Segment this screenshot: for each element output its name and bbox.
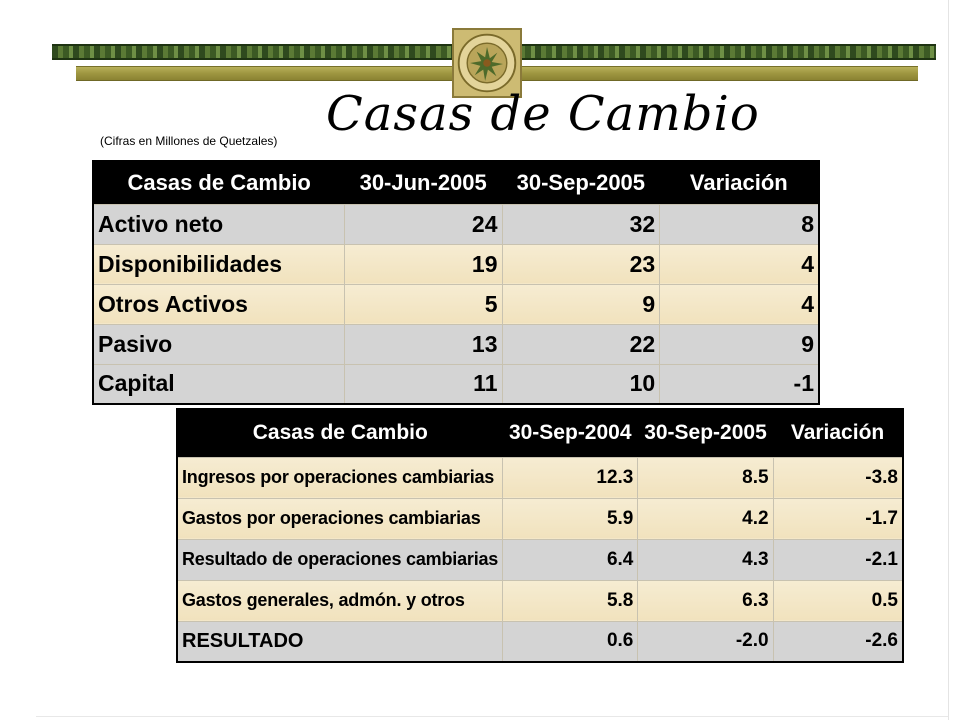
row-label: Ingresos por operaciones cambiarias xyxy=(176,456,504,499)
row-label: Capital xyxy=(92,363,345,405)
cell-value: 32 xyxy=(501,203,661,245)
table-row: Ingresos por operaciones cambiarias 12.3… xyxy=(176,456,904,499)
cell-value: 4 xyxy=(659,243,820,285)
row-label: RESULTADO xyxy=(176,620,504,663)
row-label: Gastos por operaciones cambiarias xyxy=(176,497,504,540)
slide-bottom-divider xyxy=(36,716,948,717)
column-header: Variación xyxy=(773,409,903,457)
cell-value: 13 xyxy=(343,323,503,365)
column-header: 30-Sep-2004 xyxy=(502,409,638,457)
results-table: Casas de Cambio 30-Sep-2004 30-Sep-2005 … xyxy=(176,408,904,663)
cell-value: 11 xyxy=(343,363,503,405)
column-header: 30-Sep-2005 xyxy=(637,409,774,457)
column-header: Variación xyxy=(659,161,819,204)
cell-value: -2.1 xyxy=(772,538,904,581)
cell-value: 0.5 xyxy=(772,579,904,622)
cell-value: 5.8 xyxy=(502,579,639,622)
table-row: RESULTADO 0.6 -2.0 -2.6 xyxy=(176,620,904,663)
cell-value: 8 xyxy=(659,203,820,245)
table-row: Gastos generales, admón. y otros 5.8 6.3… xyxy=(176,579,904,622)
cell-value: -1.7 xyxy=(772,497,904,540)
cell-value: 12.3 xyxy=(502,456,639,499)
row-label: Resultado de operaciones cambiarias xyxy=(176,538,504,581)
table-row: Activo neto 24 32 8 xyxy=(92,203,820,245)
column-header: Casas de Cambio xyxy=(177,409,503,457)
table-row: Capital 11 10 -1 xyxy=(92,363,820,405)
cell-value: 4.2 xyxy=(637,497,774,540)
cell-value: -1 xyxy=(659,363,820,405)
row-label: Otros Activos xyxy=(92,283,345,325)
bank-seal-icon xyxy=(452,28,522,98)
cell-value: 5 xyxy=(343,283,503,325)
row-label: Pasivo xyxy=(92,323,345,365)
column-header: 30-Jun-2005 xyxy=(344,161,502,204)
table-row: Pasivo 13 22 9 xyxy=(92,323,820,365)
cell-value: 4.3 xyxy=(637,538,774,581)
row-label: Activo neto xyxy=(92,203,345,245)
table-row: Resultado de operaciones cambiarias 6.4 … xyxy=(176,538,904,581)
cell-value: 10 xyxy=(501,363,661,405)
cell-value: 9 xyxy=(501,283,661,325)
cell-value: 6.4 xyxy=(502,538,639,581)
cell-value: 4 xyxy=(659,283,820,325)
cell-value: -3.8 xyxy=(772,456,904,499)
row-label: Gastos generales, admón. y otros xyxy=(176,579,504,622)
cell-value: 23 xyxy=(501,243,661,285)
table-row: Otros Activos 5 9 4 xyxy=(92,283,820,325)
cell-value: 5.9 xyxy=(502,497,639,540)
cell-value: 19 xyxy=(343,243,503,285)
balance-table: Casas de Cambio 30-Jun-2005 30-Sep-2005 … xyxy=(92,160,820,405)
cell-value: 0.6 xyxy=(502,620,639,663)
cell-value: 6.3 xyxy=(637,579,774,622)
table-row: Gastos por operaciones cambiarias 5.9 4.… xyxy=(176,497,904,540)
cell-value: 8.5 xyxy=(637,456,774,499)
cell-value: -2.0 xyxy=(637,620,774,663)
page-title: Casas de Cambio xyxy=(326,86,760,142)
table-row: Disponibilidades 19 23 4 xyxy=(92,243,820,285)
slide-edge-divider xyxy=(948,0,949,720)
table-header-row: Casas de Cambio 30-Sep-2004 30-Sep-2005 … xyxy=(177,409,903,457)
row-label: Disponibilidades xyxy=(92,243,345,285)
units-subtitle: (Cifras en Millones de Quetzales) xyxy=(100,134,278,148)
cell-value: 22 xyxy=(501,323,661,365)
column-header: Casas de Cambio xyxy=(93,161,345,204)
column-header: 30-Sep-2005 xyxy=(502,161,660,204)
cell-value: 24 xyxy=(343,203,503,245)
cell-value: -2.6 xyxy=(772,620,904,663)
table-header-row: Casas de Cambio 30-Jun-2005 30-Sep-2005 … xyxy=(93,161,819,204)
cell-value: 9 xyxy=(659,323,820,365)
